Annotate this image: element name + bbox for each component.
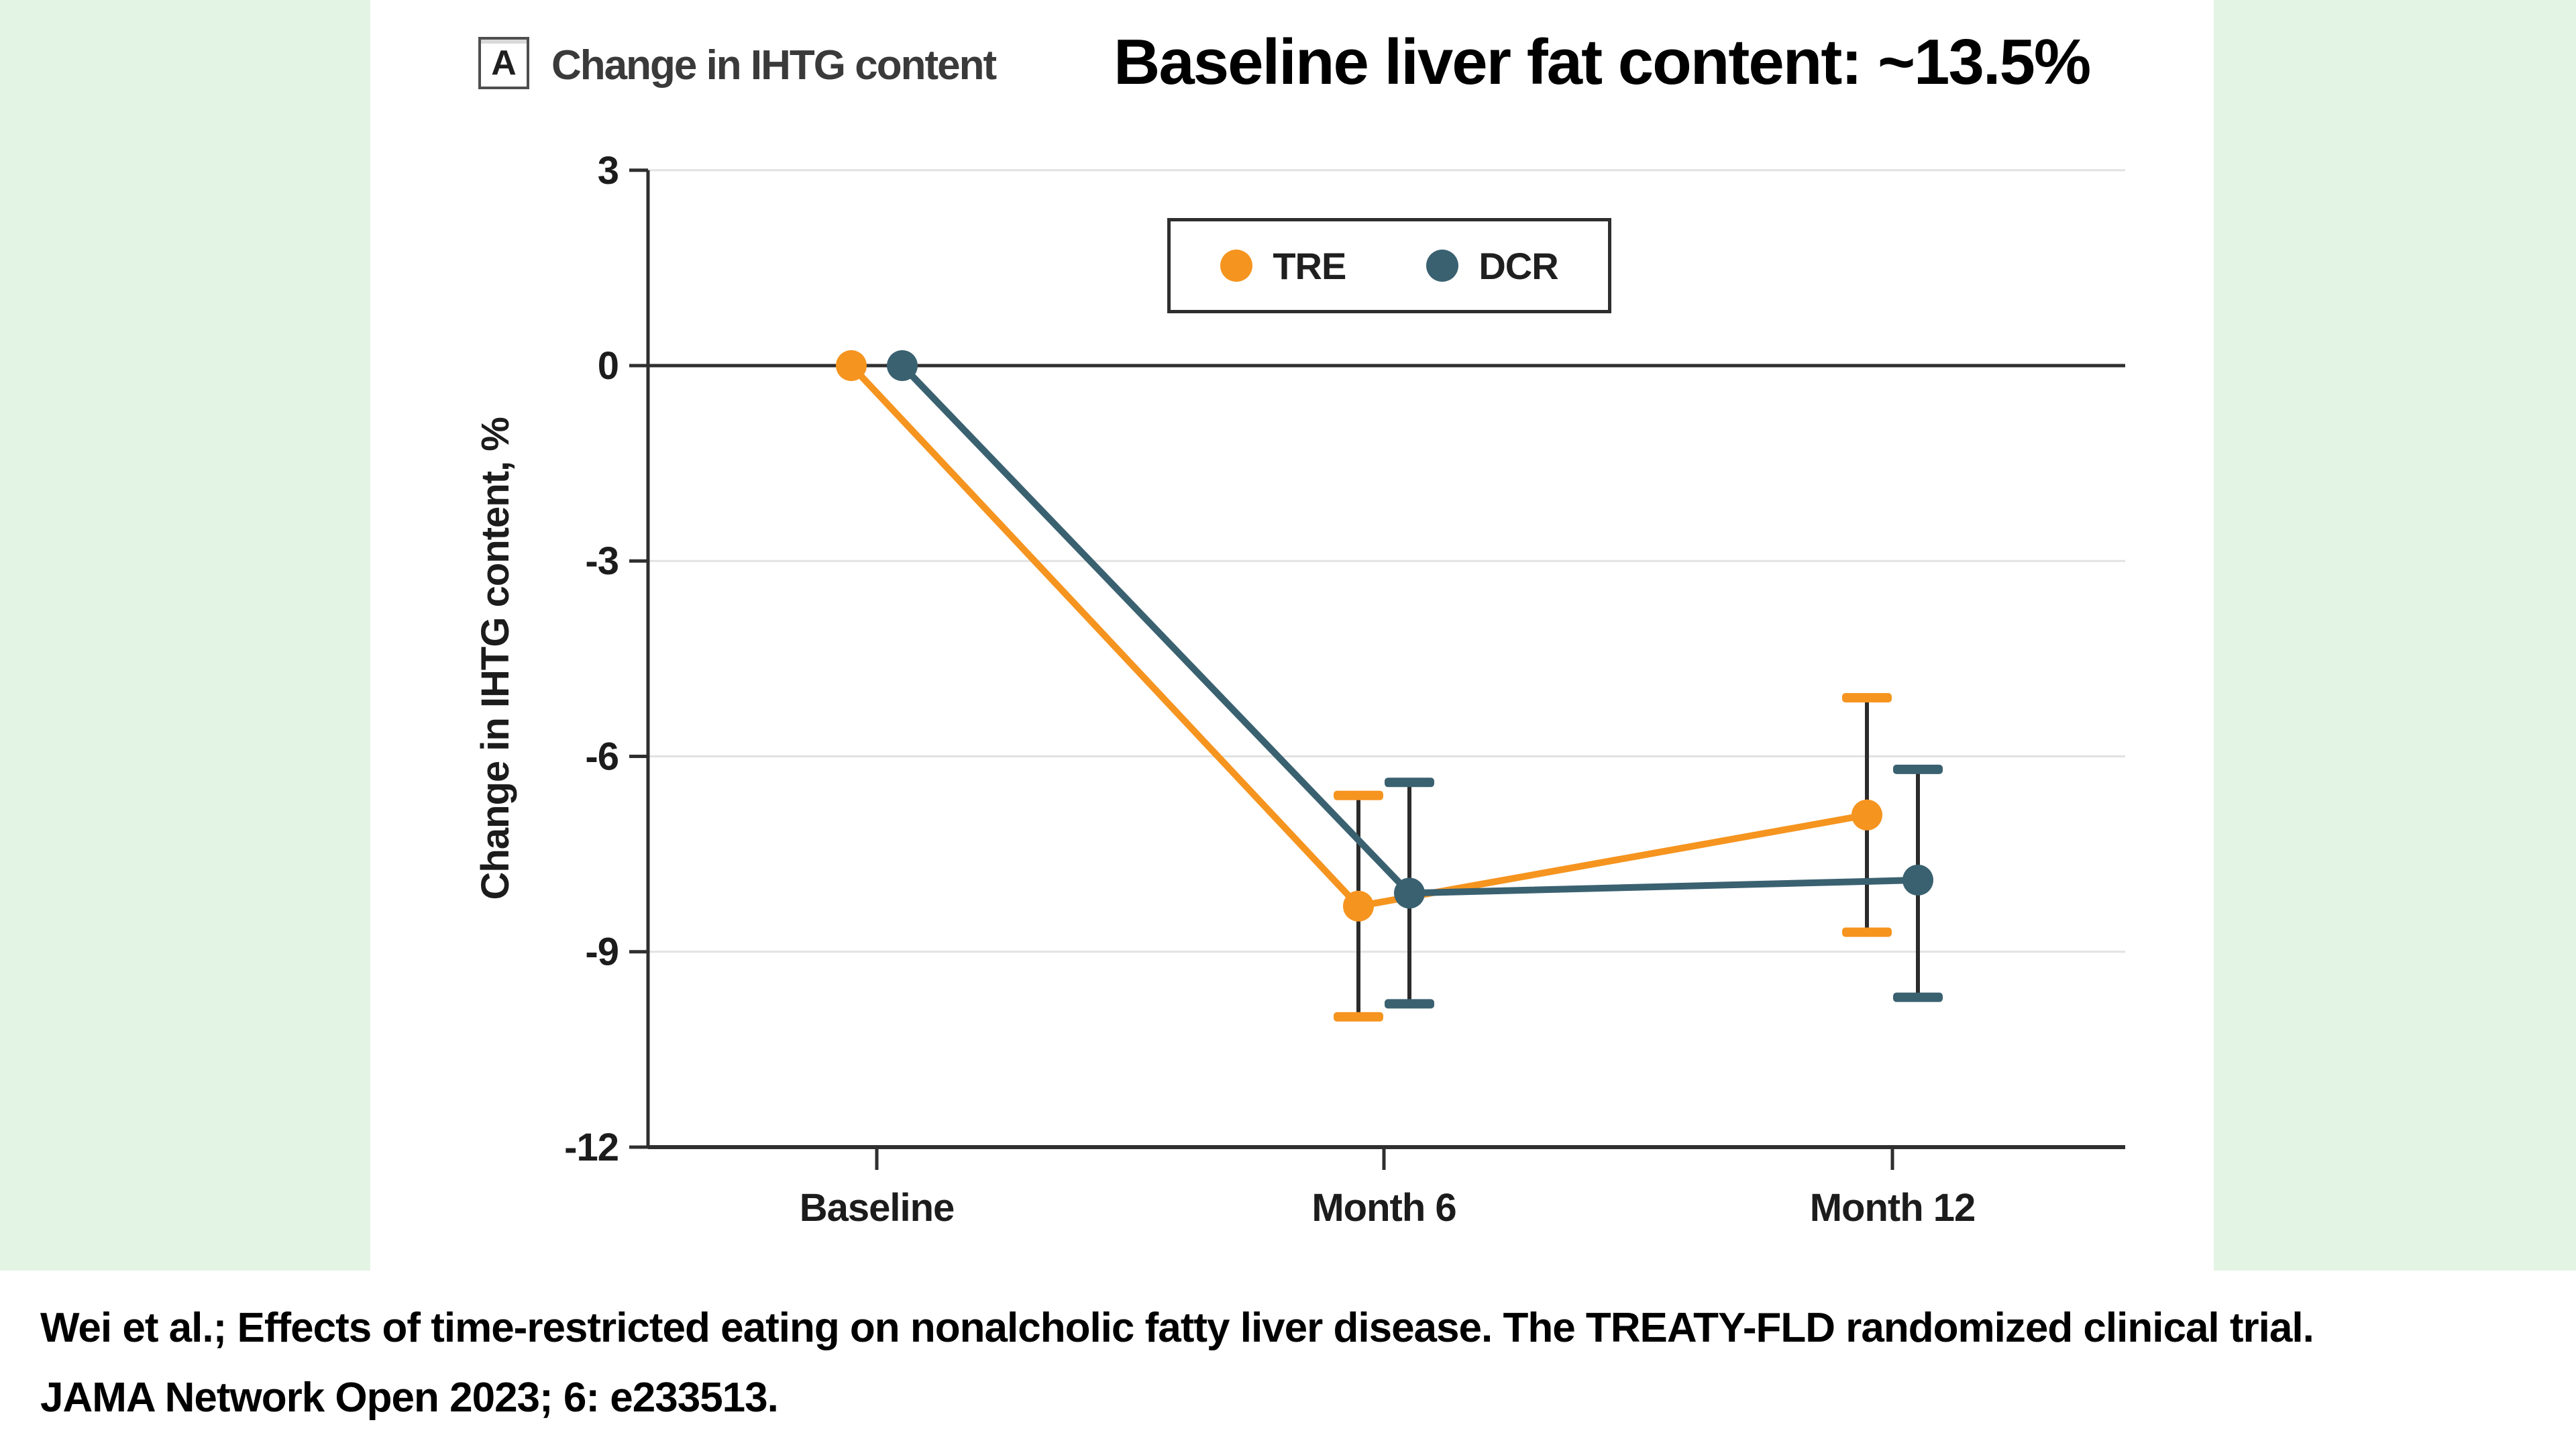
page-title: Baseline liver fat content: ~13.5% — [1114, 26, 2091, 98]
y-tick-label: -6 — [585, 735, 619, 778]
tre-error-cap-upper — [1334, 790, 1383, 800]
y-tick-label: 3 — [598, 149, 619, 193]
legend-label-dcr: DCR — [1479, 244, 1558, 287]
tre-error-cap-lower — [1842, 927, 1892, 937]
x-tick-label: Baseline — [800, 1186, 955, 1230]
y-axis-title: Change in IHTG content, % — [474, 417, 517, 900]
chart-legend: TRE DCR — [1167, 218, 1611, 313]
dcr-data-point — [887, 350, 918, 381]
tre-error-cap-lower — [1334, 1012, 1383, 1022]
tre-error-cap-upper — [1842, 693, 1892, 703]
y-tick-label: -3 — [585, 539, 619, 583]
legend-item-tre: TRE — [1220, 244, 1346, 288]
dcr-error-cap-upper — [1385, 777, 1434, 788]
panel-title: Change in IHTG content — [551, 42, 997, 89]
figure-panel — [370, 0, 2214, 1271]
dcr-error-cap-lower — [1385, 999, 1434, 1009]
citation-line-2: JAMA Network Open 2023; 6: e233513. — [40, 1375, 779, 1421]
dcr-data-point — [1902, 864, 1933, 896]
citation: Wei et al.; Effects of time-restricted e… — [40, 1293, 2314, 1433]
tre-series-dot-icon — [1220, 250, 1253, 282]
legend-item-dcr: DCR — [1426, 244, 1559, 288]
citation-line-1: Wei et al.; Effects of time-restricted e… — [40, 1305, 2314, 1351]
x-tick-label: Month 12 — [1810, 1186, 1976, 1230]
dcr-error-cap-upper — [1893, 764, 1943, 774]
x-tick-label: Month 6 — [1311, 1186, 1456, 1230]
tre-data-point — [836, 350, 867, 381]
dcr-error-cap-lower — [1893, 992, 1943, 1002]
dcr-series-dot-icon — [1426, 250, 1459, 282]
panel-label-box: A — [478, 37, 529, 89]
legend-label-tre: TRE — [1273, 244, 1346, 287]
y-tick-label: -9 — [585, 930, 619, 974]
dcr-data-point — [1394, 877, 1425, 909]
panel-label: A — [491, 44, 517, 83]
tre-data-point — [1343, 890, 1374, 922]
citation-strip — [0, 1271, 2576, 1449]
y-tick-label: 0 — [598, 344, 619, 388]
tre-data-point — [1851, 799, 1882, 830]
y-tick-label: -12 — [564, 1126, 619, 1169]
